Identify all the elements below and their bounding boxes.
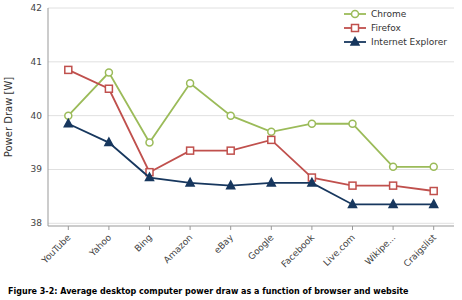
point: [187, 147, 194, 154]
x-tick: [190, 226, 191, 230]
grid-line: [48, 223, 454, 224]
point: [430, 200, 438, 208]
point: [267, 178, 275, 186]
point: [105, 85, 112, 92]
point: [227, 147, 234, 154]
legend-label: Firefox: [371, 23, 401, 33]
series-line: [68, 70, 433, 191]
x-tick-label: YouTube: [39, 232, 73, 266]
x-tick: [68, 226, 69, 230]
legend-marker: [352, 25, 359, 32]
plot-area: [64, 66, 437, 207]
legend-marker: [351, 38, 359, 46]
x-tick: [149, 226, 150, 230]
point: [389, 200, 397, 208]
x-tick: [393, 226, 394, 230]
point: [146, 139, 153, 146]
point: [308, 178, 316, 186]
point: [349, 120, 356, 127]
caption: Figure 3-2: Average desktop computer pow…: [8, 287, 409, 296]
x-tick: [311, 226, 312, 230]
point: [390, 163, 397, 170]
point: [146, 173, 154, 181]
x-tick: [108, 226, 109, 230]
y-tick-label: 42: [31, 3, 42, 13]
x-tick-label: Wikipe...: [363, 232, 397, 266]
point: [268, 128, 275, 135]
legend-marker: [352, 11, 359, 18]
chart: 38 39 40 41 42 YouTube Yahoo Bing Amazon eBay Goog…: [0, 0, 462, 300]
point: [65, 66, 72, 73]
point: [308, 120, 315, 127]
y-tick-label: 41: [31, 57, 42, 67]
x-tick-label: Bing: [133, 232, 154, 253]
point: [349, 200, 357, 208]
point: [187, 80, 194, 87]
x-tick: [271, 226, 272, 230]
point: [105, 69, 112, 76]
legend-label: Internet Explorer: [371, 37, 447, 47]
legend: Chrome Firefox Internet Explorer: [344, 9, 447, 47]
x-tick-label: Facebook: [279, 232, 317, 270]
x-tick: [352, 226, 353, 230]
point: [430, 188, 437, 195]
y-tick-label: 39: [31, 164, 43, 174]
point: [227, 112, 234, 119]
x-tick-label: eBay: [212, 232, 235, 255]
y-axis-label: Power Draw [W]: [3, 77, 14, 157]
point: [186, 178, 194, 186]
grid-line: [48, 61, 454, 62]
y-tick-label: 38: [31, 218, 43, 228]
y-axis-line: [48, 8, 49, 226]
point: [268, 136, 275, 143]
x-tick-label: Amazon: [162, 232, 195, 265]
x-tick-label: Craigslist: [402, 232, 439, 269]
series-line: [68, 124, 433, 205]
point: [105, 138, 113, 146]
point: [430, 163, 437, 170]
x-tick-label: Live.com: [321, 232, 357, 268]
x-tick-label: Google: [246, 232, 276, 262]
x-tick-label: Yahoo: [87, 232, 114, 259]
point: [349, 182, 356, 189]
x-tick: [433, 226, 434, 230]
y-tick-label: 40: [31, 111, 43, 121]
point: [390, 182, 397, 189]
point: [227, 181, 235, 189]
point: [64, 119, 72, 127]
grid: [48, 8, 454, 223]
x-tick: [230, 226, 231, 230]
background: [0, 0, 462, 300]
legend-label: Chrome: [371, 9, 407, 19]
grid-line: [48, 115, 454, 116]
